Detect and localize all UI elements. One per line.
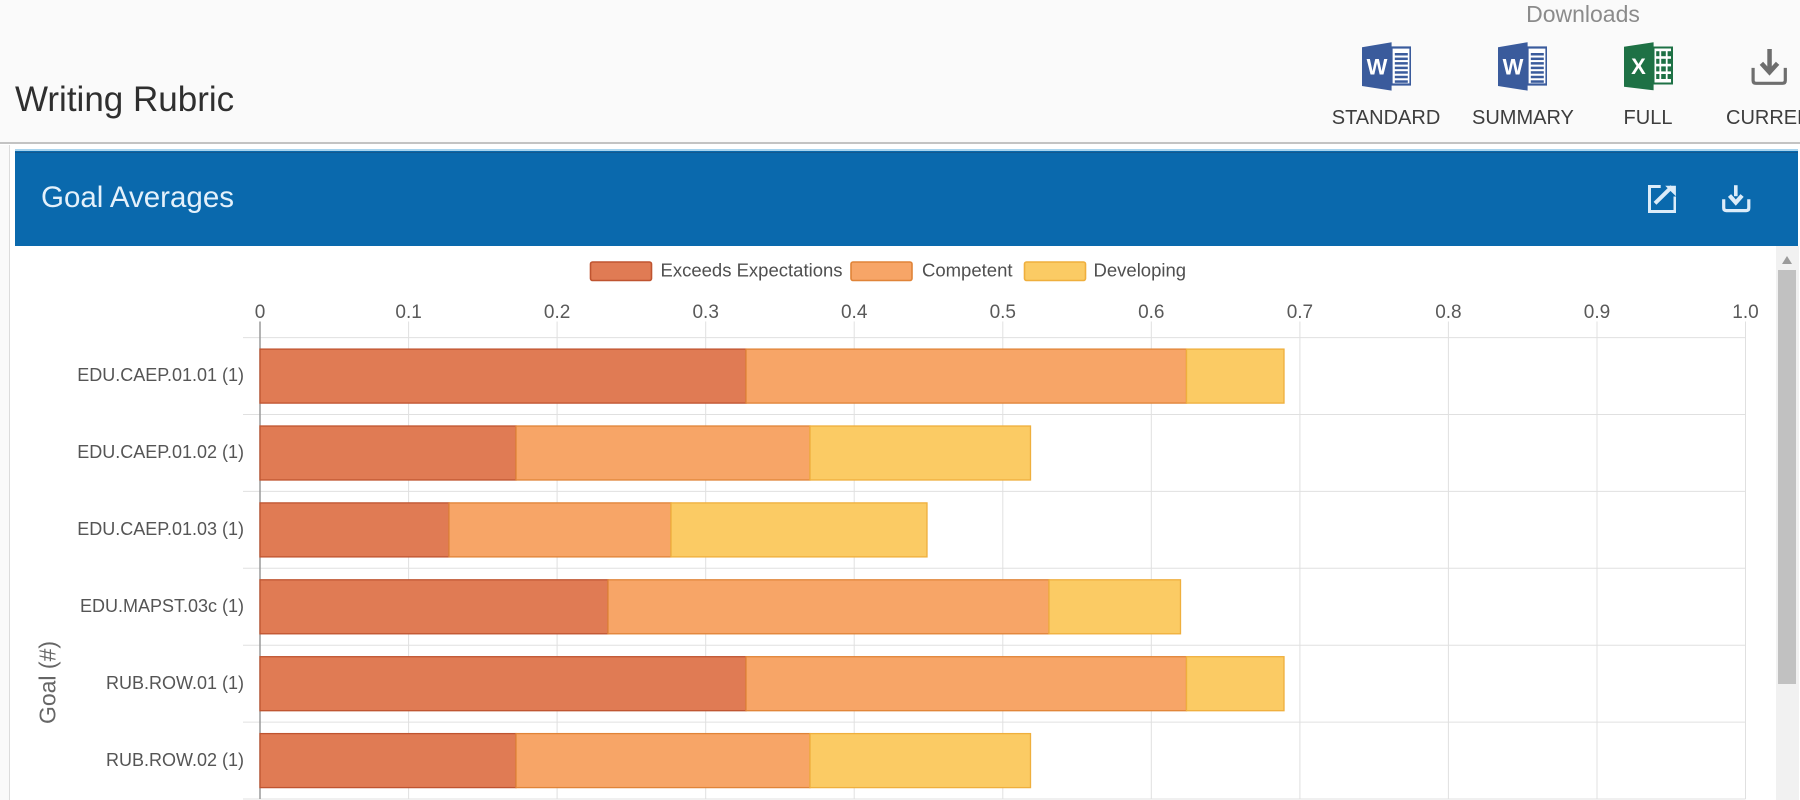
svg-text:EDU.CAEP.01.02 (1): EDU.CAEP.01.02 (1) xyxy=(77,442,244,462)
svg-text:0.4: 0.4 xyxy=(841,302,868,323)
svg-text:EDU.MAPST.03c (1): EDU.MAPST.03c (1) xyxy=(80,596,244,616)
svg-text:Goal (#): Goal (#) xyxy=(35,641,61,724)
svg-text:W: W xyxy=(1503,55,1524,80)
svg-text:0.8: 0.8 xyxy=(1435,302,1461,323)
svg-text:0.3: 0.3 xyxy=(692,302,718,323)
svg-text:0.2: 0.2 xyxy=(544,302,570,323)
svg-text:W: W xyxy=(1367,55,1388,80)
svg-text:0.1: 0.1 xyxy=(395,302,421,323)
svg-text:1.0: 1.0 xyxy=(1732,302,1758,323)
svg-text:EDU.CAEP.01.03 (1): EDU.CAEP.01.03 (1) xyxy=(77,519,244,539)
svg-text:0: 0 xyxy=(255,302,266,323)
svg-text:RUB.ROW.02 (1): RUB.ROW.02 (1) xyxy=(106,750,244,770)
svg-text:0.9: 0.9 xyxy=(1584,302,1610,323)
svg-text:0.5: 0.5 xyxy=(990,302,1016,323)
svg-text:Exceeds Expectations: Exceeds Expectations xyxy=(661,260,843,281)
svg-text:Competent: Competent xyxy=(922,260,1013,281)
svg-text:EDU.CAEP.01.01 (1): EDU.CAEP.01.01 (1) xyxy=(77,365,244,385)
svg-text:0.7: 0.7 xyxy=(1287,302,1313,323)
svg-text:Developing: Developing xyxy=(1094,260,1187,281)
svg-text:RUB.ROW.01 (1): RUB.ROW.01 (1) xyxy=(106,673,244,693)
svg-text:0.6: 0.6 xyxy=(1138,302,1164,323)
svg-text:X: X xyxy=(1631,54,1646,79)
